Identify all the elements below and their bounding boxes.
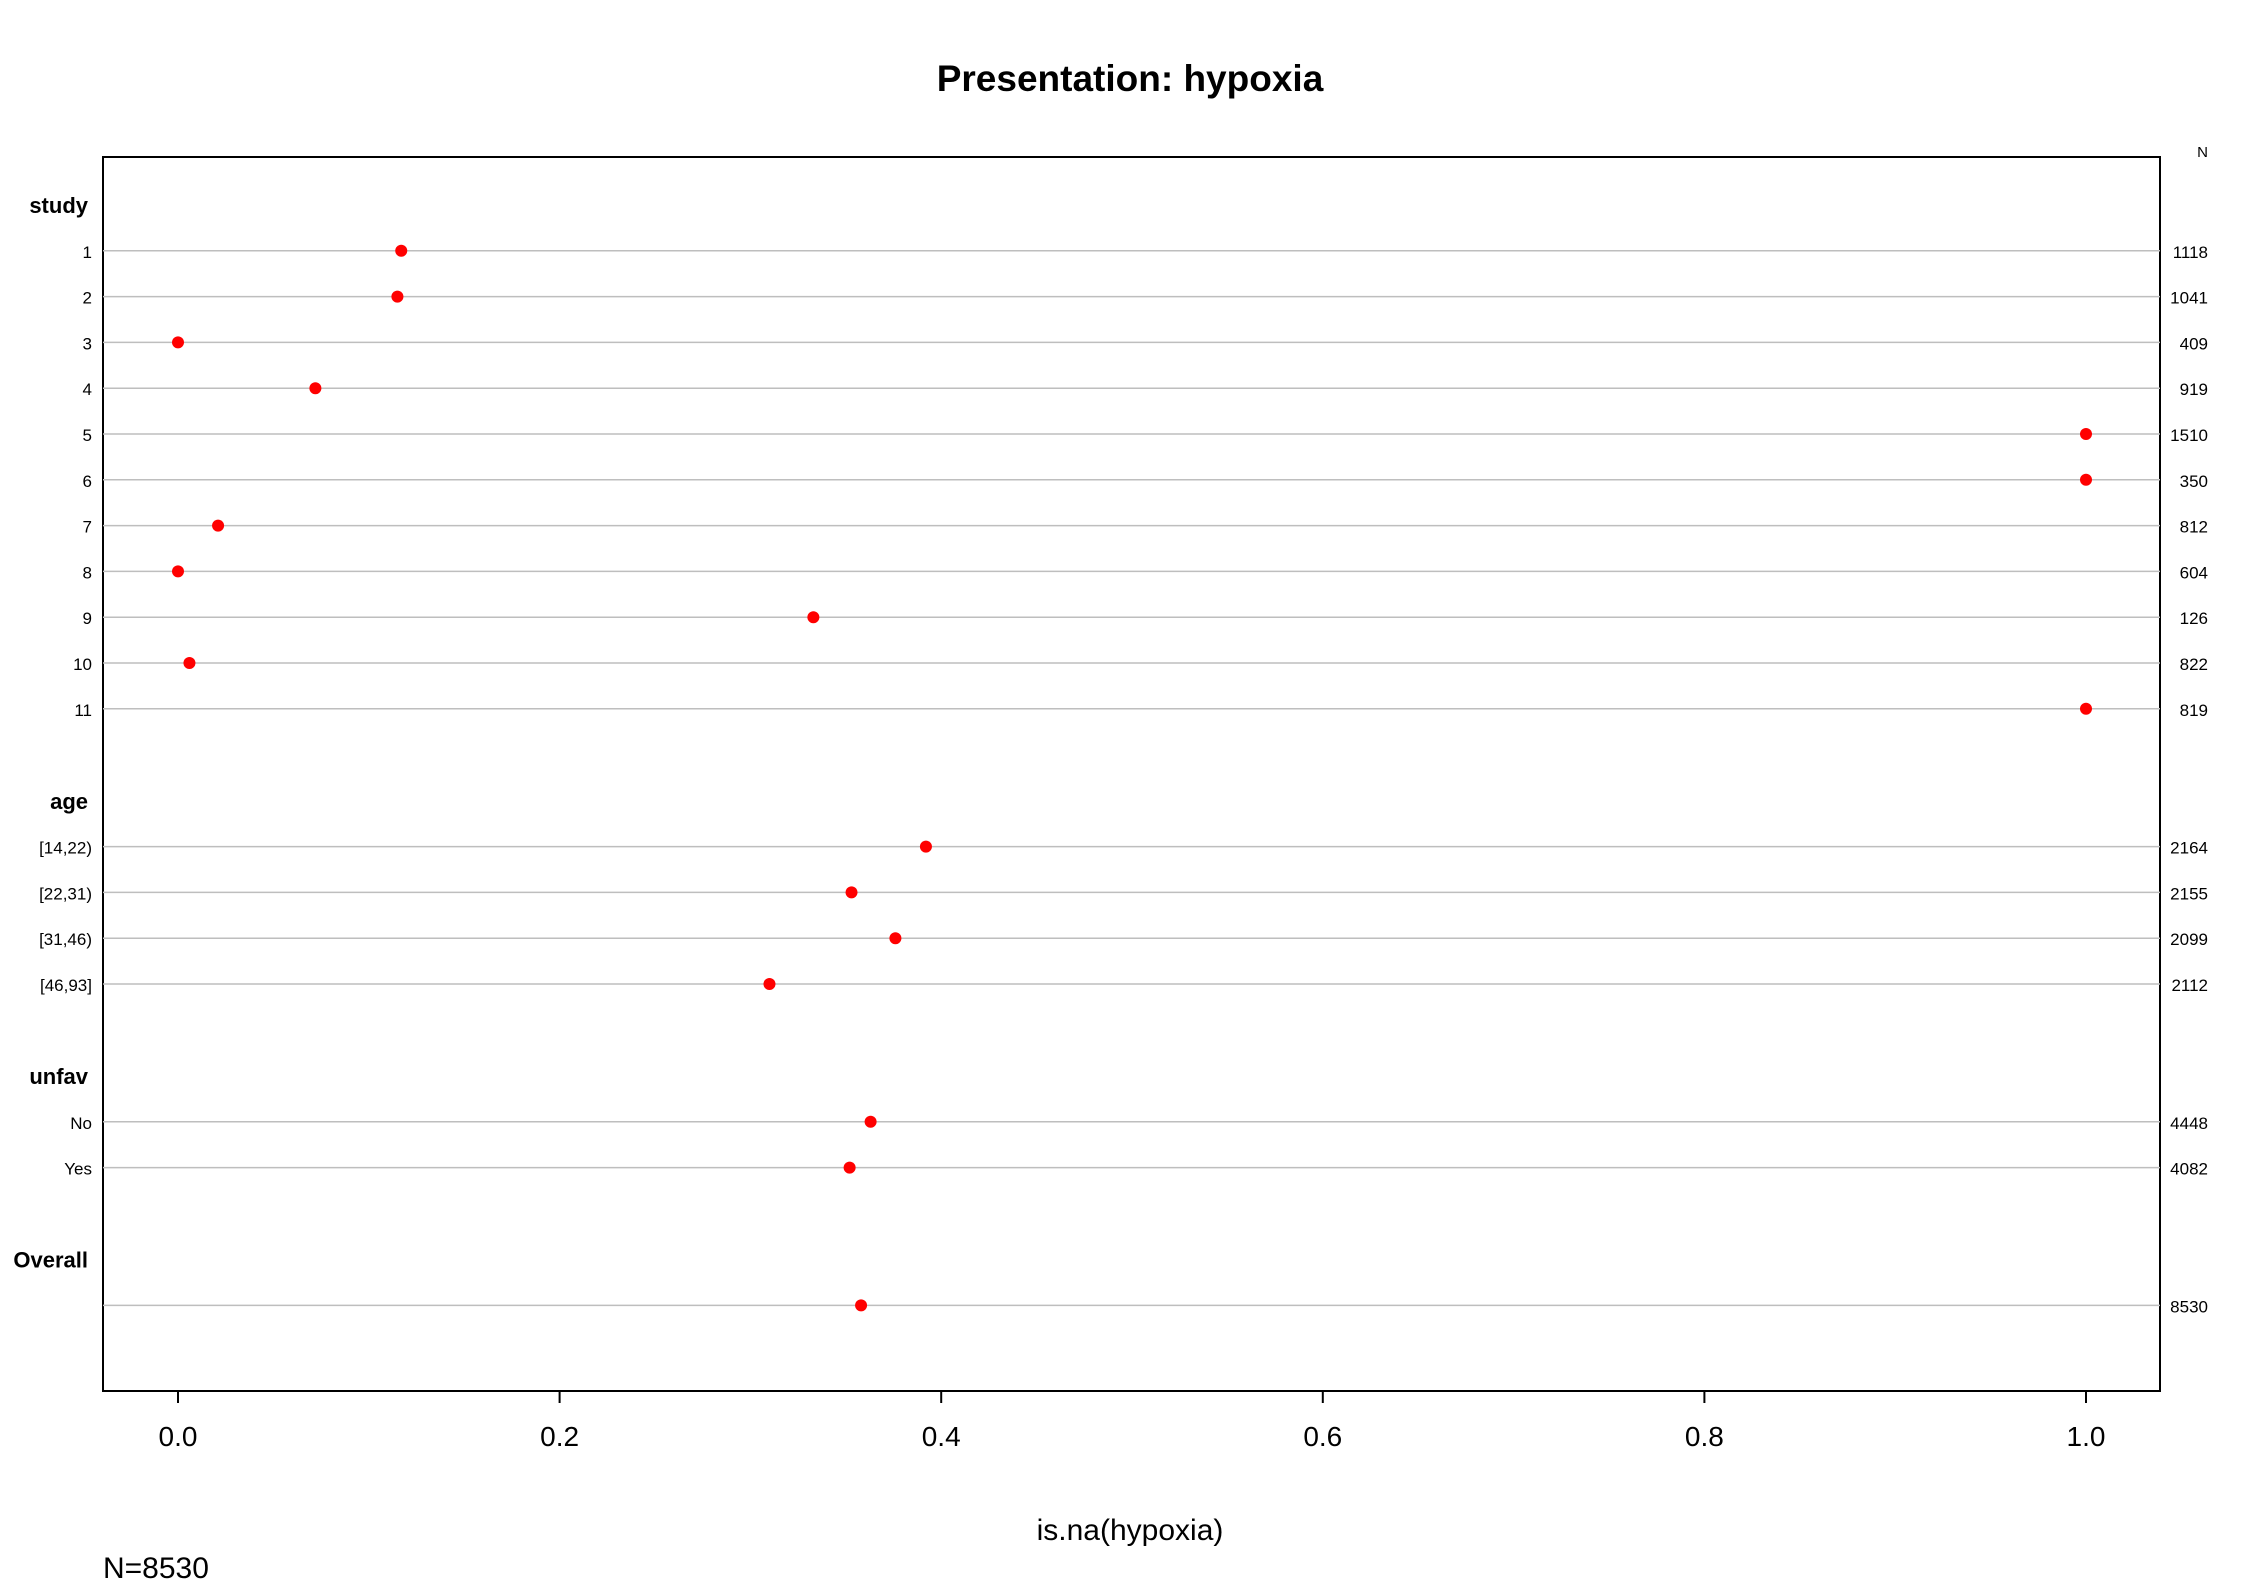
x-tick-label: 0.2 [540,1421,579,1452]
n-counts: 1118 1041 409 919 1510 350 812 604 126 822 819 2164… [2170,243,2208,1317]
n-count: 350 [2180,472,2208,491]
group-label-0: study [29,193,88,218]
data-point [843,1161,856,1174]
n-count: 1041 [2170,289,2208,308]
grid-lines [103,250,2160,1307]
n-count: 604 [2180,563,2208,582]
data-point [2080,473,2092,486]
group-labels: study age unfav Overall [13,193,88,1273]
n-count: 8530 [2170,1297,2208,1316]
row-label: [46,93] [40,976,92,995]
data-point [172,336,184,349]
n-count: 812 [2180,518,2208,537]
x-tick-label: 0.0 [159,1421,198,1452]
n-count: 919 [2180,380,2208,399]
x-tick-label: 1.0 [2067,1421,2106,1452]
row-label: 11 [74,701,92,720]
n-count: 4082 [2170,1160,2208,1179]
n-count: 2099 [2170,930,2208,949]
n-count: 1118 [2173,243,2208,262]
row-label: [14,22) [39,839,92,858]
n-count: 2155 [2170,884,2208,903]
n-count: 2112 [2171,976,2208,995]
n-count: 409 [2180,334,2208,353]
data-point [212,519,225,532]
x-axis: 0.0 0.2 0.4 0.6 0.8 1.0 [159,1390,2106,1452]
group-label-1: age [50,789,88,814]
row-label: 6 [83,472,92,491]
data-point [864,1115,877,1128]
data-point [763,978,776,990]
row-label: 8 [83,563,92,582]
footnote-n: N=8530 [103,1552,209,1585]
data-point [889,932,902,945]
n-count: 1510 [2170,426,2208,445]
row-label: 5 [83,426,92,445]
row-label: Yes [64,1160,92,1179]
row-label: 2 [83,289,92,308]
data-point [172,565,184,578]
data-point [391,290,404,303]
row-label: 3 [83,334,92,353]
row-label: No [70,1114,92,1133]
x-tick-label: 0.8 [1685,1421,1724,1452]
data-point [309,382,322,395]
data-point [183,657,196,669]
n-count: 819 [2180,701,2208,720]
row-label: 7 [83,518,92,537]
data-point [807,611,820,624]
row-labels: 1 2 3 4 5 6 7 8 9 10 11 [14,22) [22,31) [31,46) [46,93… [39,243,92,1179]
data-point [919,840,932,853]
group-label-3: Overall [13,1248,88,1273]
data-point [2080,428,2092,440]
data-point [845,886,858,899]
data-points [172,244,2092,1312]
n-count: 2164 [2170,839,2208,858]
chart-title: Presentation: hypoxia [937,58,1324,99]
data-point [395,244,408,257]
row-label: 10 [73,655,92,674]
x-tick-label: 0.6 [1303,1421,1342,1452]
n-count: 822 [2180,655,2208,674]
row-label: 4 [83,380,92,399]
row-label: 9 [83,609,92,628]
x-tick-label: 0.4 [922,1421,961,1452]
n-count: 126 [2180,609,2208,628]
x-axis-title: is.na(hypoxia) [1037,1514,1224,1547]
data-point [855,1299,868,1312]
row-label: [22,31) [39,884,92,903]
row-label: 1 [83,243,92,262]
group-label-2: unfav [29,1064,88,1089]
n-column-header: N [2197,144,2208,161]
row-label: [31,46) [39,930,92,949]
n-count: 4448 [2170,1114,2208,1133]
data-point [2080,702,2092,715]
